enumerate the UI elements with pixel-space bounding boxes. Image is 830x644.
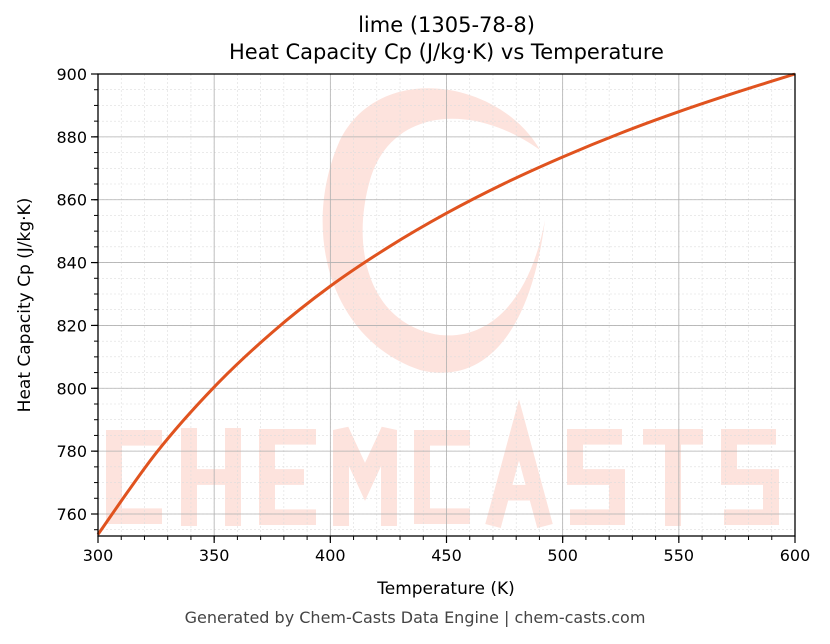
x-tick-label: 550 (664, 546, 695, 565)
watermark-letter-s (721, 428, 779, 526)
x-tick-label: 350 (199, 546, 230, 565)
watermark-lettering (106, 399, 779, 529)
chart-title: lime (1305-78-8) (358, 13, 535, 37)
x-tick-label: 300 (83, 546, 114, 565)
x-tick-label: 500 (547, 546, 578, 565)
chart-subtitle: Heat Capacity Cp (J/kg·K) vs Temperature (229, 40, 664, 64)
watermark-logo (106, 88, 779, 529)
watermark-letter-m (333, 426, 397, 527)
y-tick-label: 780 (56, 442, 87, 461)
y-tick-label: 900 (56, 65, 87, 84)
x-axis-label: Temperature (K) (376, 579, 515, 599)
x-tick-label: 400 (315, 546, 346, 565)
series-line (96, 72, 796, 536)
watermark-c-shape (322, 88, 545, 373)
watermark-letter-a (485, 399, 553, 529)
x-tick-label: 600 (780, 546, 811, 565)
watermark-letter-e (259, 428, 316, 526)
y-tick-label: 820 (56, 316, 87, 335)
watermark-letter-h (181, 428, 241, 527)
watermark-letter-t (643, 428, 703, 527)
x-tick-label: 450 (431, 546, 462, 565)
y-axis-label: Heat Capacity Cp (J/kg·K) (15, 198, 35, 413)
y-tick-label: 860 (56, 191, 87, 210)
watermark-letter-c (414, 429, 470, 525)
y-tick-label: 800 (56, 379, 87, 398)
footer-credit: Generated by Chem-Casts Data Engine | ch… (184, 608, 646, 627)
y-tick-label: 880 (56, 128, 87, 147)
y-tick-label: 840 (56, 254, 87, 273)
y-tick-label: 760 (56, 505, 87, 524)
watermark-letter-c (106, 429, 162, 525)
watermark-letter-s (567, 428, 625, 526)
